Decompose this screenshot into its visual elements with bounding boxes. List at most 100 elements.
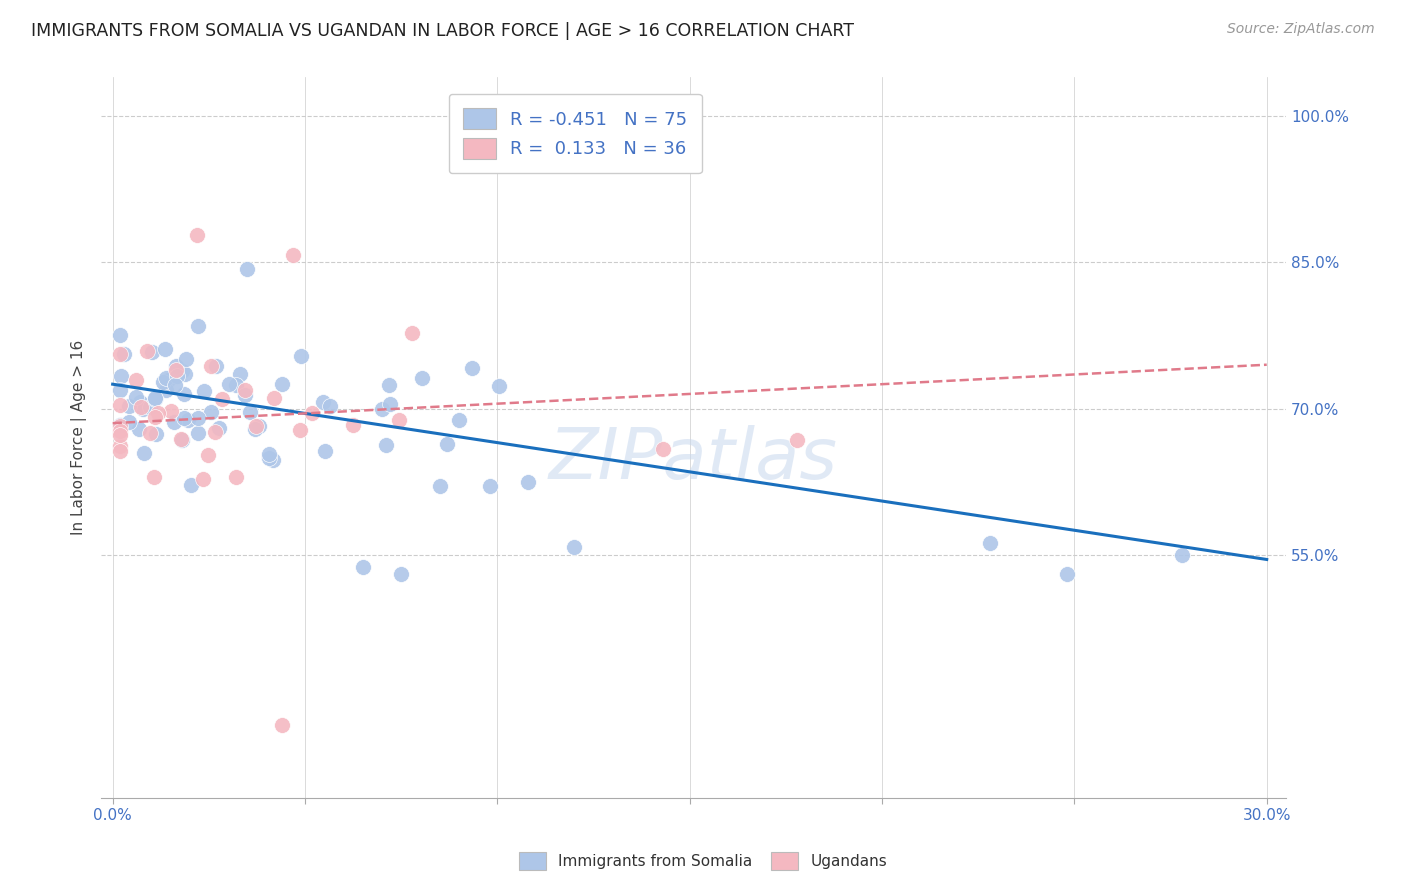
Point	[233, 383, 256, 397]
Point	[110, 347, 132, 361]
Legend: Immigrants from Somalia, Ugandans: Immigrants from Somalia, Ugandans	[510, 845, 896, 877]
Point	[411, 371, 433, 385]
Point	[143, 410, 166, 425]
Point	[290, 349, 312, 363]
Point	[478, 479, 501, 493]
Point	[225, 378, 247, 392]
Point	[176, 351, 198, 366]
Point	[262, 453, 284, 467]
Point	[375, 438, 398, 452]
Point	[132, 402, 155, 417]
Point	[187, 426, 209, 441]
Point	[429, 479, 451, 493]
Point	[172, 364, 194, 378]
Point	[247, 418, 270, 433]
Point	[378, 378, 401, 392]
Point	[257, 447, 280, 461]
Point	[110, 383, 132, 397]
Point	[112, 347, 135, 361]
Point	[132, 446, 155, 460]
Point	[173, 386, 195, 401]
Point	[110, 444, 132, 458]
Point	[141, 344, 163, 359]
Point	[314, 444, 336, 458]
Point	[245, 421, 267, 435]
Y-axis label: In Labor Force | Age > 16: In Labor Force | Age > 16	[72, 340, 87, 535]
Point	[129, 400, 152, 414]
Point	[110, 428, 132, 442]
Point	[187, 319, 209, 334]
Text: IMMIGRANTS FROM SOMALIA VS UGANDAN IN LABOR FORCE | AGE > 16 CORRELATION CHART: IMMIGRANTS FROM SOMALIA VS UGANDAN IN LA…	[31, 22, 853, 40]
Point	[271, 718, 294, 732]
Point	[211, 392, 233, 406]
Point	[118, 399, 141, 413]
Point	[191, 472, 214, 486]
Point	[257, 451, 280, 466]
Point	[143, 391, 166, 405]
Point	[110, 417, 132, 432]
Point	[110, 369, 132, 384]
Point	[352, 560, 374, 574]
Point	[378, 397, 401, 411]
Point	[110, 425, 132, 439]
Point	[110, 328, 132, 343]
Point	[204, 425, 226, 439]
Point	[143, 392, 166, 406]
Point	[301, 406, 323, 420]
Point	[288, 424, 311, 438]
Point	[193, 384, 215, 398]
Point	[200, 405, 222, 419]
Point	[156, 372, 179, 386]
Point	[128, 422, 150, 436]
Point	[263, 391, 285, 405]
Point	[142, 470, 165, 484]
Point	[173, 410, 195, 425]
Point	[176, 413, 198, 427]
Point	[124, 391, 146, 405]
Point	[170, 432, 193, 446]
Point	[401, 326, 423, 341]
Point	[436, 436, 458, 450]
Point	[186, 228, 208, 243]
Point	[319, 399, 342, 413]
Point	[165, 359, 187, 373]
Point	[145, 427, 167, 442]
Point	[172, 433, 194, 447]
Point	[135, 344, 157, 359]
Point	[979, 536, 1001, 550]
Point	[155, 343, 177, 357]
Point	[388, 413, 411, 427]
Point	[371, 401, 394, 416]
Point	[163, 378, 186, 392]
Point	[239, 405, 262, 419]
Point	[125, 373, 148, 387]
Point	[283, 248, 305, 262]
Point	[218, 376, 240, 391]
Point	[174, 368, 197, 382]
Point	[461, 361, 484, 376]
Text: Source: ZipAtlas.com: Source: ZipAtlas.com	[1227, 22, 1375, 37]
Point	[651, 442, 673, 457]
Point	[118, 415, 141, 429]
Point	[1056, 567, 1078, 582]
Point	[245, 419, 267, 434]
Point	[155, 371, 177, 385]
Point	[146, 406, 169, 420]
Text: ZIPatlas: ZIPatlas	[550, 425, 838, 494]
Point	[187, 411, 209, 425]
Point	[1171, 548, 1194, 562]
Point	[197, 448, 219, 462]
Point	[233, 388, 256, 402]
Point	[165, 363, 187, 377]
Point	[342, 417, 364, 432]
Point	[180, 477, 202, 491]
Point	[110, 439, 132, 453]
Point	[205, 359, 228, 373]
Point	[163, 415, 186, 429]
Point	[200, 359, 222, 374]
Point	[270, 377, 292, 392]
Point	[110, 418, 132, 433]
Point	[138, 426, 160, 441]
Legend: R = -0.451   N = 75, R =  0.133   N = 36: R = -0.451 N = 75, R = 0.133 N = 36	[449, 94, 702, 173]
Point	[236, 262, 259, 277]
